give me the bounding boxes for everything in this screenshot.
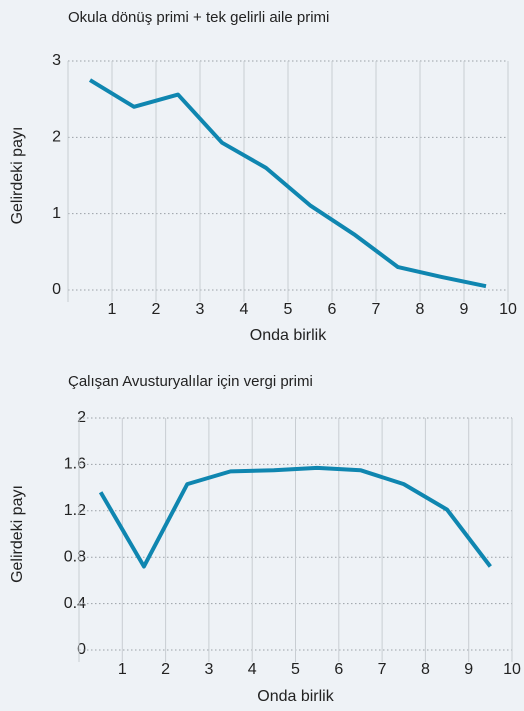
chart-title: Okula dönüş primi + tek gelirli aile pri… <box>68 9 329 26</box>
y-tick-label: 0 <box>77 641 86 658</box>
x-tick-label: 7 <box>378 661 387 678</box>
y-tick-label: 1 <box>52 205 61 222</box>
x-axis-label: Onda birlik <box>250 327 327 344</box>
x-tick-label: 3 <box>204 661 213 678</box>
x-tick-label: 10 <box>499 301 517 318</box>
x-tick-label: 5 <box>284 301 293 318</box>
x-tick-label: 1 <box>108 301 117 318</box>
y-axis-label: Gelirdeki payı <box>9 127 26 225</box>
x-tick-label: 9 <box>460 301 469 318</box>
x-tick-label: 1 <box>118 661 127 678</box>
x-tick-label: 7 <box>372 301 381 318</box>
x-tick-label: 6 <box>328 301 337 318</box>
y-tick-label: 3 <box>52 52 61 69</box>
y-tick-label: 0 <box>52 281 61 298</box>
y-tick-label: 2 <box>77 409 86 426</box>
data-line <box>88 78 487 289</box>
x-tick-label: 2 <box>152 301 161 318</box>
x-tick-label: 5 <box>291 661 300 678</box>
x-tick-label: 8 <box>421 661 430 678</box>
x-tick-label: 10 <box>503 661 521 678</box>
x-tick-label: 3 <box>196 301 205 318</box>
chart-title: Çalışan Avusturyalılar için vergi primi <box>68 373 313 390</box>
data-line <box>98 465 492 569</box>
y-tick-label: 1.2 <box>64 502 86 519</box>
x-tick-label: 4 <box>240 301 249 318</box>
y-axis-label: Gelirdeki payı <box>9 485 26 583</box>
x-tick-label: 2 <box>161 661 170 678</box>
x-tick-label: 4 <box>248 661 257 678</box>
x-tick-label: 8 <box>416 301 425 318</box>
y-tick-label: 0.8 <box>64 548 86 565</box>
y-tick-label: 2 <box>52 129 61 146</box>
x-axis-label: Onda birlik <box>257 688 334 705</box>
y-tick-label: 1.6 <box>64 456 86 473</box>
x-tick-label: 6 <box>334 661 343 678</box>
y-tick-label: 0.4 <box>64 595 86 612</box>
x-tick-label: 9 <box>464 661 473 678</box>
